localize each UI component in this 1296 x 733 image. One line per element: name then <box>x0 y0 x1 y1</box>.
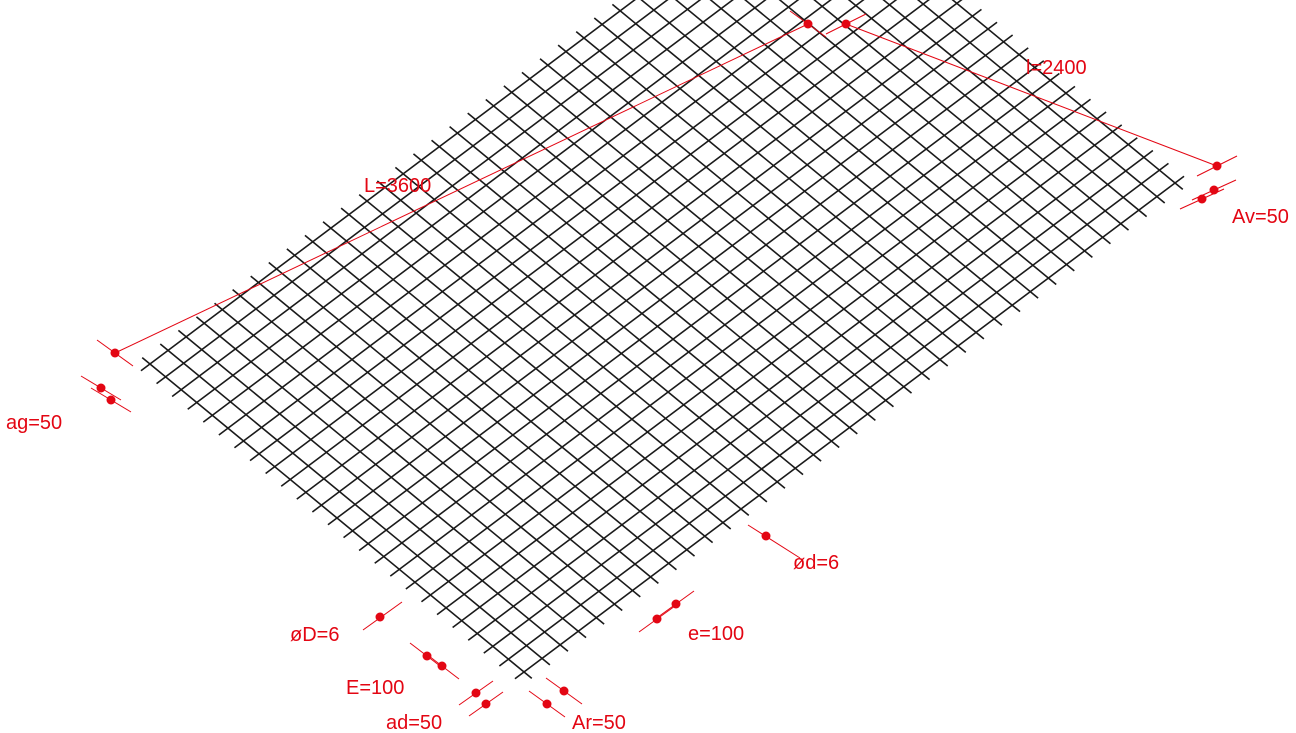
av-dim-b-dot <box>1197 194 1207 204</box>
mesh-bar-longitudinal <box>327 21 998 526</box>
label-small-spacing: e=100 <box>688 623 744 645</box>
mesh-bar-longitudinal <box>452 124 1123 629</box>
mesh-bar-longitudinal <box>498 162 1169 667</box>
mesh-bar-longitudinal <box>514 175 1185 680</box>
mesh-bar-longitudinal <box>296 0 963 500</box>
mesh-bar-longitudinal <box>187 0 734 410</box>
e-dim-b-dot <box>652 614 662 624</box>
label-front-overhang: Av=50 <box>1232 206 1289 228</box>
mesh-bar-longitudinal <box>265 0 898 475</box>
e-dim-a-dot <box>671 599 681 609</box>
mesh-bar-longitudinal <box>374 60 1045 564</box>
mesh-bar-longitudinal <box>436 111 1107 616</box>
mesh-bar-longitudinal <box>140 0 636 372</box>
mesh-bar-longitudinal <box>249 0 865 462</box>
label-overall-length: L=3600 <box>364 175 431 197</box>
mesh-bar-longitudinal <box>156 0 669 385</box>
od-leader-dot <box>761 531 771 541</box>
ar-dim-a-dot <box>559 686 569 696</box>
label-small-wire-diameter: ød=6 <box>793 552 839 574</box>
ar-dim-b-dot <box>542 699 552 709</box>
od-leader <box>747 524 801 559</box>
length-dimension-line <box>114 23 809 354</box>
E-dim-b-dot <box>437 661 447 671</box>
mesh-bar-longitudinal <box>280 0 930 487</box>
dimension-lines <box>80 10 1238 718</box>
width-dim-start-dot <box>841 19 851 29</box>
mesh-bar-longitudinal <box>467 137 1138 641</box>
dimension-labels: L=3600 l=2400 Av=50 ag=50 ød=6 øD=6 e=10… <box>6 57 1289 733</box>
mesh-bar-longitudinal <box>420 98 1092 603</box>
E-dim-a-dot <box>422 651 432 661</box>
ad-dim-a-dot <box>471 688 481 698</box>
ad-dim-b-dot <box>481 699 491 709</box>
mesh-bars <box>140 0 1185 680</box>
label-overall-width: l=2400 <box>1026 57 1087 79</box>
width-dimension-line <box>845 23 1218 167</box>
mesh-bar-longitudinal <box>343 34 1014 539</box>
mesh-bar-longitudinal <box>171 0 702 398</box>
mesh-bar-transverse <box>813 0 1111 245</box>
label-large-wire-diameter: øD=6 <box>290 624 339 646</box>
mesh-bar-longitudinal <box>202 0 767 423</box>
ag-dim-b-dot <box>106 395 116 405</box>
mesh-bar-longitudinal <box>389 72 1060 577</box>
ag-dim-a-dot <box>96 383 106 393</box>
mesh-bar-longitudinal <box>311 8 982 513</box>
mesh-bar-longitudinal <box>483 149 1154 654</box>
label-large-spacing: E=100 <box>346 677 404 699</box>
label-left-overhang: ag=50 <box>6 412 62 434</box>
length-dim-end-dot <box>803 19 813 29</box>
mesh-bar-longitudinal <box>218 0 800 436</box>
width-dim-end-dot <box>1212 161 1222 171</box>
label-right-overhang: ad=50 <box>386 712 442 733</box>
oD-leader-dot <box>375 612 385 622</box>
label-rear-overhang: Ar=50 <box>572 712 626 733</box>
mesh-bar-longitudinal <box>405 85 1076 590</box>
mesh-bar-longitudinal <box>233 0 832 449</box>
mesh-bar-longitudinal <box>358 47 1029 552</box>
length-dim-start-dot <box>110 348 120 358</box>
